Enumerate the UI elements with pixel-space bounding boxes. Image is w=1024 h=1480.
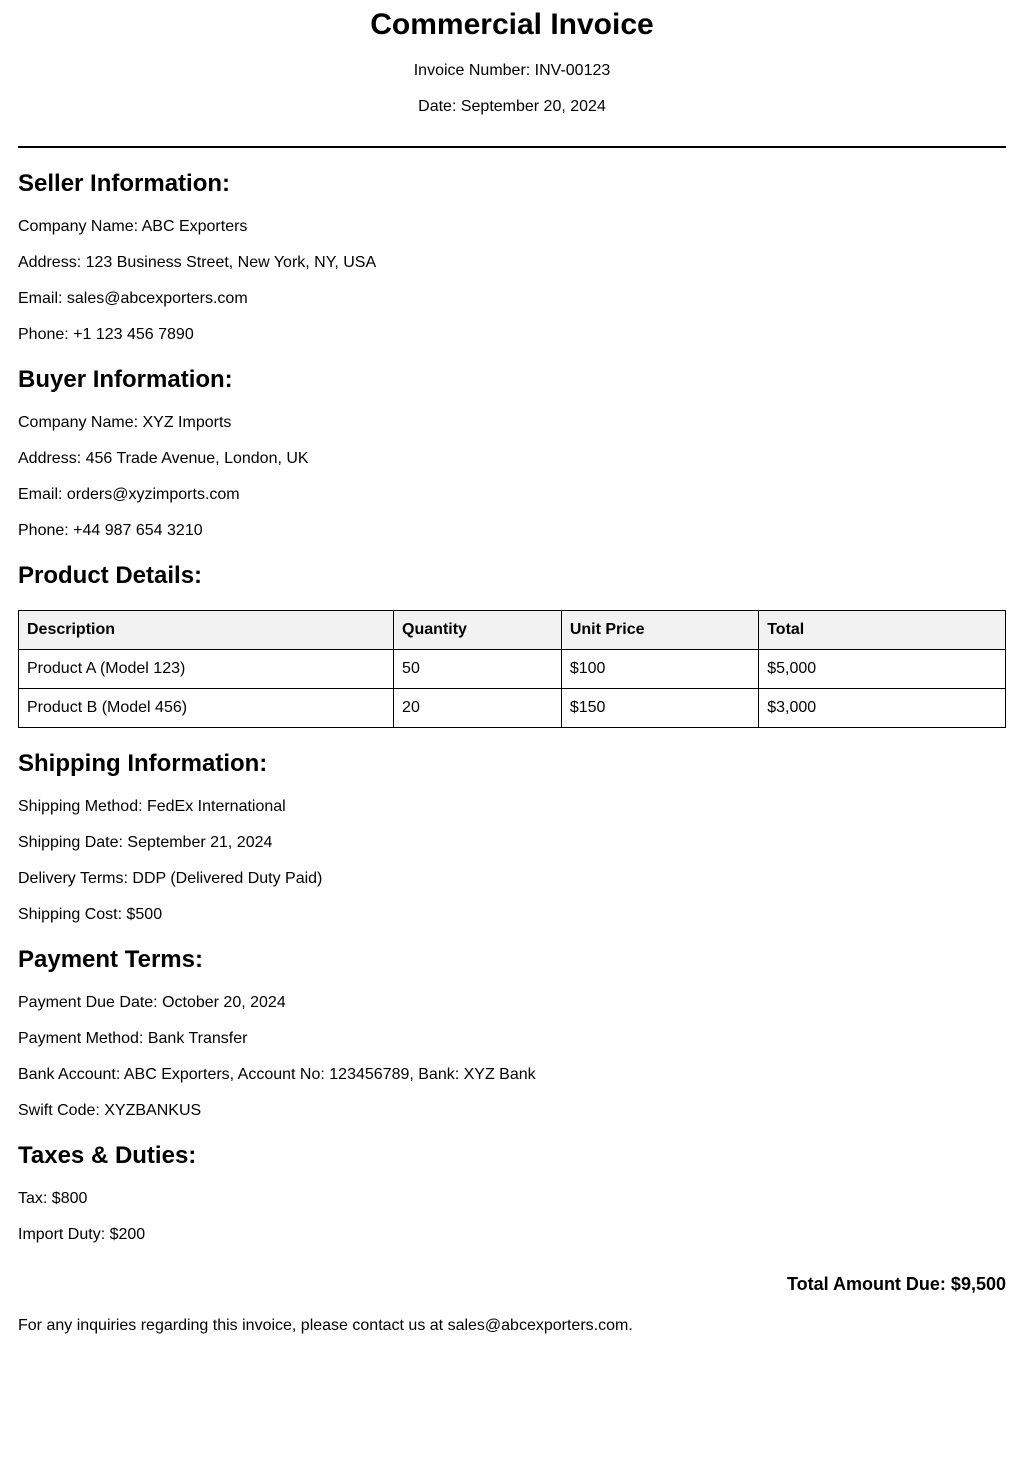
- cell-unitprice: $100: [561, 650, 758, 689]
- header-divider: [18, 146, 1006, 148]
- invoice-date: Date: September 20, 2024: [18, 98, 1006, 116]
- buyer-email: Email: orders@xyzimports.com: [18, 486, 1006, 504]
- payment-method: Payment Method: Bank Transfer: [18, 1030, 1006, 1048]
- buyer-company: Company Name: XYZ Imports: [18, 414, 1006, 432]
- cell-total: $5,000: [759, 650, 1006, 689]
- table-header-row: Description Quantity Unit Price Total: [19, 611, 1006, 650]
- buyer-heading: Buyer Information:: [18, 366, 1006, 394]
- shipping-method: Shipping Method: FedEx International: [18, 798, 1006, 816]
- cell-total: $3,000: [759, 689, 1006, 728]
- shipping-cost: Shipping Cost: $500: [18, 906, 1006, 924]
- cell-quantity: 50: [394, 650, 562, 689]
- seller-email: Email: sales@abcexporters.com: [18, 290, 1006, 308]
- products-table: Description Quantity Unit Price Total Pr…: [18, 610, 1006, 728]
- invoice-number: Invoice Number: INV-00123: [18, 62, 1006, 80]
- col-description: Description: [19, 611, 394, 650]
- document-title: Commercial Invoice: [18, 8, 1006, 42]
- shipping-terms: Delivery Terms: DDP (Delivered Duty Paid…: [18, 870, 1006, 888]
- shipping-date: Shipping Date: September 21, 2024: [18, 834, 1006, 852]
- col-total: Total: [759, 611, 1006, 650]
- products-heading: Product Details:: [18, 562, 1006, 590]
- payment-bank: Bank Account: ABC Exporters, Account No:…: [18, 1066, 1006, 1084]
- cell-unitprice: $150: [561, 689, 758, 728]
- col-quantity: Quantity: [394, 611, 562, 650]
- cell-description: Product A (Model 123): [19, 650, 394, 689]
- taxes-duty: Import Duty: $200: [18, 1226, 1006, 1244]
- seller-phone: Phone: +1 123 456 7890: [18, 326, 1006, 344]
- cell-quantity: 20: [394, 689, 562, 728]
- payment-due: Payment Due Date: October 20, 2024: [18, 994, 1006, 1012]
- table-row: Product A (Model 123) 50 $100 $5,000: [19, 650, 1006, 689]
- buyer-address: Address: 456 Trade Avenue, London, UK: [18, 450, 1006, 468]
- col-unitprice: Unit Price: [561, 611, 758, 650]
- total-amount-due: Total Amount Due: $9,500: [18, 1274, 1006, 1295]
- seller-address: Address: 123 Business Street, New York, …: [18, 254, 1006, 272]
- seller-company: Company Name: ABC Exporters: [18, 218, 1006, 236]
- payment-heading: Payment Terms:: [18, 946, 1006, 974]
- buyer-phone: Phone: +44 987 654 3210: [18, 522, 1006, 540]
- shipping-heading: Shipping Information:: [18, 750, 1006, 778]
- payment-swift: Swift Code: XYZBANKUS: [18, 1102, 1006, 1120]
- seller-heading: Seller Information:: [18, 170, 1006, 198]
- taxes-heading: Taxes & Duties:: [18, 1142, 1006, 1170]
- table-row: Product B (Model 456) 20 $150 $3,000: [19, 689, 1006, 728]
- cell-description: Product B (Model 456): [19, 689, 394, 728]
- footer-contact: For any inquiries regarding this invoice…: [18, 1317, 1006, 1335]
- taxes-tax: Tax: $800: [18, 1190, 1006, 1208]
